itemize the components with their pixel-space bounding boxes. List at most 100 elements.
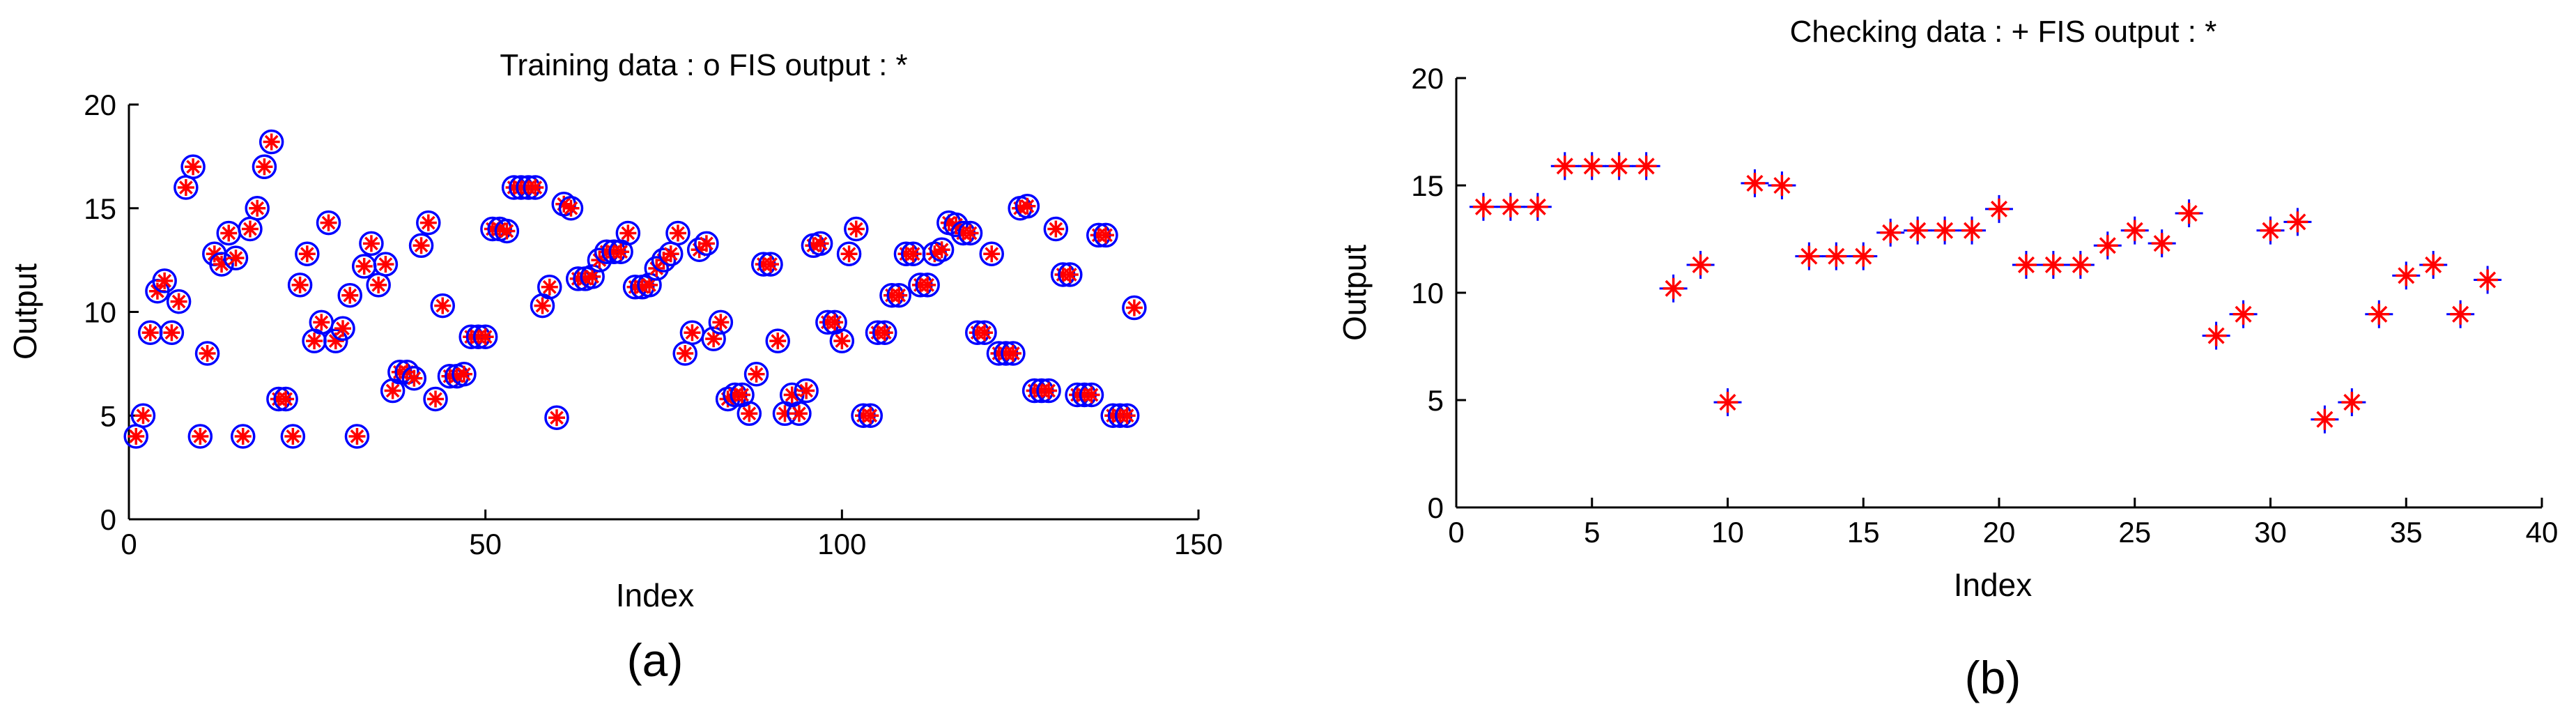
fis-output-point <box>1635 155 1657 177</box>
chart-b-y-ticks: 0 5 10 15 20 <box>1411 62 1466 524</box>
fis-output-point <box>291 276 309 293</box>
fis-output-point <box>976 324 993 342</box>
fis-output-point <box>455 365 472 383</box>
x-tick-label: 150 <box>1174 528 1223 560</box>
fis-output-point <box>619 224 637 242</box>
fis-output-point <box>2396 265 2417 286</box>
x-tick-label: 20 <box>1983 516 2016 549</box>
y-tick-label: 0 <box>1428 491 1444 524</box>
fis-output-point <box>669 224 686 242</box>
y-tick-label: 20 <box>84 89 116 121</box>
fis-output-point <box>2124 220 2145 241</box>
fis-output-point <box>377 256 394 273</box>
training-data-point <box>929 237 955 262</box>
fis-output-point <box>256 158 273 176</box>
training-data-point <box>972 320 997 345</box>
fis-output-point <box>1581 155 1603 177</box>
x-tick-label: 10 <box>1711 516 1744 549</box>
training-data-point <box>1043 216 1069 242</box>
fis-output-point <box>2151 233 2173 254</box>
fis-output-point <box>1663 277 1684 299</box>
fis-output-point <box>1608 155 1630 177</box>
fis-output-point <box>1125 299 1143 316</box>
fis-output-point <box>1019 197 1036 215</box>
panel-a-training: Training data : o FIS output : * 0 5 10 15 2… <box>7 48 1223 686</box>
fis-output-point <box>2232 303 2254 325</box>
x-tick-label: 25 <box>2118 516 2151 549</box>
training-data-point <box>280 424 306 449</box>
training-data-point <box>829 328 855 353</box>
fis-output-point <box>748 365 765 383</box>
training-data-point <box>194 341 220 366</box>
training-data-point <box>209 252 234 277</box>
training-data-point <box>743 362 769 387</box>
training-data-point <box>915 273 940 298</box>
fis-output-point <box>320 214 337 231</box>
fis-output-point <box>662 245 679 263</box>
fis-output-point <box>298 245 316 263</box>
fis-output-point <box>1717 392 1738 413</box>
chart-a-xlabel: Index <box>616 577 695 613</box>
training-data-point <box>587 247 612 273</box>
training-data-point <box>1001 341 1026 366</box>
training-data-point <box>1015 194 1040 219</box>
chart-b-ylabel: Output <box>1336 245 1373 341</box>
training-data-point <box>1093 222 1118 248</box>
training-data-point <box>152 268 177 293</box>
fis-output-point <box>2260 220 2281 241</box>
chart-b-xlabel: Index <box>1954 567 2033 603</box>
fis-output-point <box>712 314 730 331</box>
training-data-point <box>665 220 691 246</box>
training-data-point <box>230 424 256 449</box>
training-data-point <box>787 401 812 427</box>
fis-output-point <box>170 293 187 310</box>
fis-output-point <box>919 276 936 293</box>
fis-output-point <box>1047 220 1065 238</box>
fis-output-point <box>477 328 494 346</box>
fis-output-point <box>156 272 173 289</box>
fis-output-point <box>177 179 194 196</box>
training-data-point <box>408 233 434 259</box>
y-tick-label: 0 <box>100 503 116 536</box>
chart-a-title: Training data : o FIS output : * <box>500 48 907 82</box>
training-data-point <box>416 210 441 236</box>
training-data-point <box>423 386 448 412</box>
fis-output-point <box>769 332 787 350</box>
training-data-point <box>537 275 562 300</box>
fis-output-point <box>1989 198 2010 220</box>
fis-output-point <box>419 214 437 231</box>
training-data-point <box>166 289 192 314</box>
fis-output-point <box>840 245 858 263</box>
training-data-point <box>401 365 427 391</box>
fis-output-point <box>2314 408 2336 430</box>
fis-output-point <box>677 345 694 362</box>
training-data-point <box>472 324 498 349</box>
fis-output-point <box>548 409 565 427</box>
fis-output-point <box>370 276 387 293</box>
fis-output-point <box>1499 196 1521 217</box>
fis-output-point <box>641 276 658 293</box>
fis-output-point <box>148 282 166 300</box>
fis-output-point <box>697 235 715 252</box>
fis-output-point <box>134 407 152 424</box>
training-data-point <box>394 360 419 385</box>
chart-b-frame <box>1455 78 2542 509</box>
fis-output-point <box>933 241 950 259</box>
training-data-point <box>808 231 833 257</box>
fis-output-point <box>1934 220 1956 241</box>
fis-output-point <box>2069 254 2091 275</box>
training-data-point <box>1079 382 1104 408</box>
fis-output-point <box>412 237 430 254</box>
fis-output-point <box>527 179 544 196</box>
fis-output-point <box>163 324 180 342</box>
chart-a-y-ticks: 0 5 10 15 20 <box>84 89 139 536</box>
training-data-point <box>430 293 456 319</box>
fis-output-point <box>192 428 209 445</box>
fis-output-point <box>584 268 601 285</box>
fis-output-point <box>1880 222 1902 243</box>
training-data-point <box>1114 403 1140 428</box>
panel-b-checking: Checking data : + FIS output : * 0 5 10 15 2… <box>1336 15 2558 703</box>
training-data-point <box>1058 262 1083 287</box>
training-data-point <box>943 212 969 238</box>
training-data-point <box>858 403 884 428</box>
